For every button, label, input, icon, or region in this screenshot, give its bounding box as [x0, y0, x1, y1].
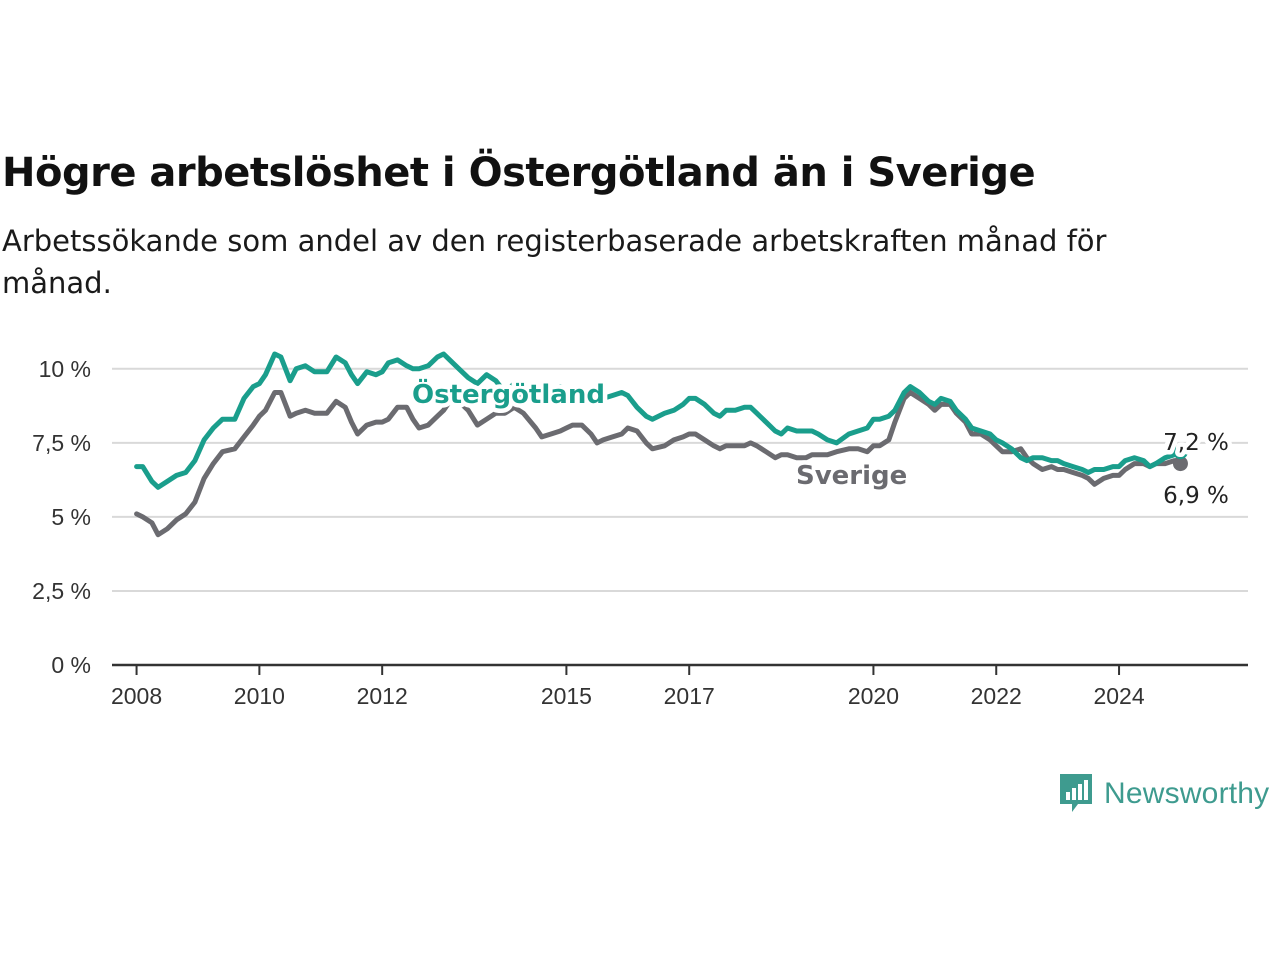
series-label-ostergotland: Östergötland: [412, 377, 605, 410]
series-label-ostergotland-halo: Östergötland: [412, 377, 605, 410]
y-tick-label: 0 %: [51, 652, 91, 678]
y-tick-label: 5 %: [51, 504, 91, 530]
y-tick-label: 2,5 %: [32, 578, 91, 604]
end-label-sverige: 6,9 %: [1163, 483, 1229, 509]
y-axis-ticks: 0 % 2,5 % 5 % 7,5 % 10 %: [32, 356, 91, 678]
x-axis-ticks: 2008 2010 2012 2015 2017 2020 2022 2024: [111, 663, 1248, 709]
chart-title: Högre arbetslöshet i Östergötland än i S…: [2, 150, 1036, 196]
y-tick-label: 10 %: [39, 356, 91, 382]
x-tick-label: 2020: [848, 683, 899, 709]
series-label-sverige: Sverige: [796, 461, 907, 491]
x-tick-label: 2008: [111, 683, 162, 709]
end-label-sverige-halo: 6,9 %: [1163, 483, 1229, 509]
x-tick-label: 2010: [234, 683, 285, 709]
x-tick-label: 2015: [541, 683, 592, 709]
newsworthy-logo-text: Newsworthy: [1104, 777, 1270, 810]
newsworthy-logo-icon: [1060, 774, 1092, 812]
line-chart: 0 % 2,5 % 5 % 7,5 % 10 % 2008 2010 2012 2015 201…: [32, 351, 1248, 709]
end-label-sverige-group: 6,9 %6,9 %: [1159, 479, 1234, 514]
x-tick-label: 2012: [357, 683, 408, 709]
newsworthy-logo: Newsworthy: [1058, 772, 1269, 816]
series-lines: [134, 351, 1188, 538]
series-line-ostergotland: [134, 351, 1183, 490]
end-label-ostergotland-halo: 7,2 %: [1163, 430, 1229, 456]
series-end-point: [1172, 444, 1188, 460]
series-label-sverige-halo: Sverige: [796, 461, 907, 491]
x-tick-label: 2022: [971, 683, 1022, 709]
series-end-point: [1172, 456, 1188, 472]
x-tick-label: 2024: [1093, 683, 1144, 709]
y-tick-label: 7,5 %: [32, 430, 91, 456]
chart-subtitle: Arbetssökande som andel av den registerb…: [2, 224, 1107, 300]
x-tick-label: 2017: [664, 683, 715, 709]
end-label-ostergotland-group: 7,2 %7,2 %: [1159, 426, 1234, 461]
end-label-ostergotland: 7,2 %: [1163, 430, 1229, 456]
